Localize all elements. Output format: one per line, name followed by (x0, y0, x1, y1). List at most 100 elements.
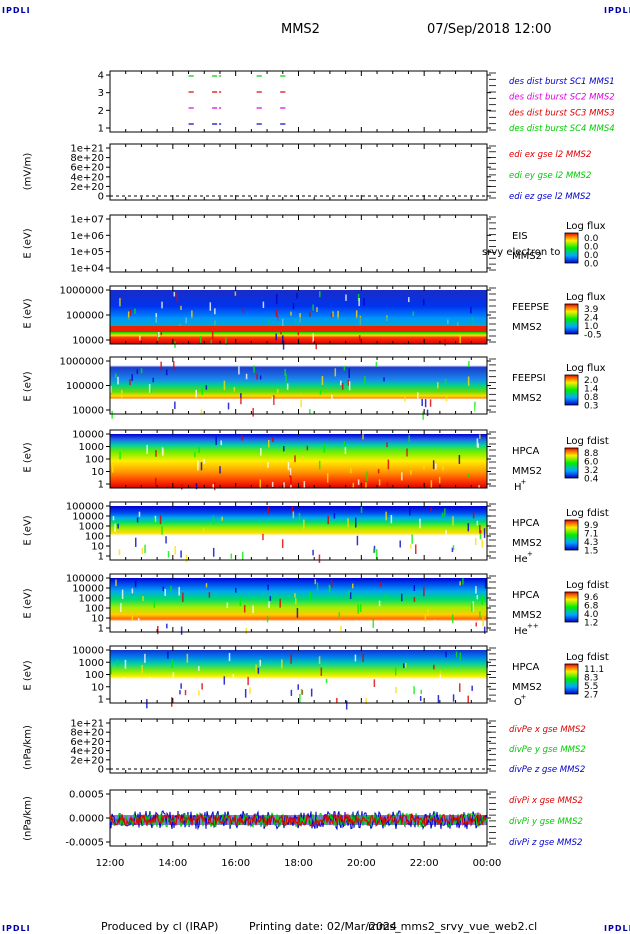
speckle-feepsi (160, 361, 162, 371)
legend-burst-1: des dist burst SC2 MMS2 (509, 93, 615, 103)
speckle-hpca_he (390, 514, 393, 524)
speckle-feepse (234, 291, 237, 296)
spacecraft-title: MMS2 (281, 22, 320, 37)
speckle-feepse (355, 310, 358, 319)
colorbar-label-feepse-0: 3.9 (584, 305, 599, 315)
speckle-hpca_he (452, 516, 454, 526)
speckle-feepsi (284, 368, 286, 376)
colorbar-label-hpca_h-3: 0.4 (584, 475, 599, 485)
speckle-feepsi (279, 405, 282, 412)
speckle-hpca_h (290, 484, 292, 495)
speckle-hpca_he (203, 545, 205, 550)
speckle-hpca_he (292, 511, 295, 519)
y-tick-label-hpca_he: 10 (91, 542, 104, 553)
speckle-hpca_hepp (384, 593, 387, 601)
spectrogram-hpca_o (110, 650, 487, 703)
speckle-hpca_o (345, 700, 348, 710)
speckle-hpca_h (435, 463, 437, 470)
instrument-sc-feepse: MMS2 (512, 322, 542, 333)
footer-produced-by: Produced by cl (IRAP) (101, 920, 219, 933)
speckle-hpca_hepp (316, 582, 319, 591)
speckle-hpca_o (257, 667, 260, 674)
speckle-hpca_he (212, 547, 215, 557)
speckle-hpca_h (423, 465, 425, 470)
speckle-hpca_he (419, 518, 421, 529)
speckle-feepsi (200, 409, 203, 415)
speckle-hpca_o (365, 698, 367, 705)
speckle-hpca_h (259, 479, 262, 488)
speckle-feepse (157, 331, 159, 341)
species-label-hpca_h: H (514, 482, 522, 493)
speckle-hpca_o (413, 686, 415, 695)
speckle-hpca_hepp (205, 583, 208, 588)
speckle-feepsi (277, 389, 279, 394)
time-tick-label-4: 20:00 (347, 858, 376, 869)
speckle-hpca_he (165, 536, 167, 544)
speckle-hpca_he (134, 537, 137, 547)
speckle-hpca_hepp (309, 591, 312, 599)
speckle-feepse (275, 333, 277, 341)
y-tick-label-divpe: 2e+20 (70, 755, 104, 766)
y-tick-label-hpca_hepp: 100 (85, 604, 104, 615)
speckle-hpca_hepp (153, 600, 156, 609)
speckle-hpca_hepp (462, 578, 464, 585)
speckle-hpca_o (325, 678, 328, 684)
footer-printing-date: Printing date: 02/Mar/2024 (249, 920, 397, 933)
speckle-feepse (275, 309, 278, 317)
speckle-hpca_o (179, 690, 181, 695)
instrument-name-hpca_he: HPCA (512, 518, 540, 529)
speckle-hpca_he (262, 533, 264, 541)
speckle-hpca_hepp (121, 589, 124, 600)
speckle-hpca_h (162, 449, 165, 458)
speckle-hpca_hepp (484, 579, 487, 589)
speckle-hpca_o (144, 653, 146, 663)
colorbar-label-feepsi-3: 0.3 (584, 402, 598, 412)
speckle-feepse (358, 335, 361, 341)
speckle-hpca_o (186, 653, 189, 663)
y-tick-label-hpca_o: 1000 (79, 658, 104, 669)
speckle-hpca_he (185, 554, 188, 563)
speckle-feepsi (256, 373, 258, 380)
speckle-feepse (292, 303, 295, 310)
colorbar-eis (564, 232, 579, 264)
corner-label-top-left: IPDLI (2, 6, 31, 15)
speckle-hpca_he (181, 539, 183, 546)
speckle-hpca_h (386, 482, 389, 487)
speckle-hpca_h (352, 482, 355, 488)
speckle-hpca_hepp (372, 618, 375, 628)
speckle-hpca_hepp (252, 605, 254, 614)
speckle-hpca_o (354, 654, 357, 662)
speckle-hpca_h (386, 442, 388, 448)
speckle-feepsi (240, 396, 242, 405)
speckle-hpca_hepp (162, 586, 165, 592)
colorbar-label-eis-1: 0.0 (584, 243, 599, 253)
speckle-hpca_h (365, 482, 367, 488)
speckle-hpca_he (118, 549, 121, 556)
instrument-sc-eis: MMS2 (512, 251, 542, 262)
speckle-hpca_hepp (120, 603, 122, 612)
y-tick-label-eis: 1e+04 (70, 264, 104, 275)
colorbar-hpca_o (564, 663, 579, 695)
speckle-feepsi (375, 361, 378, 367)
speckle-hpca_o (362, 653, 364, 662)
speckle-hpca_he (375, 549, 378, 559)
colorbar-title-feepse: Log flux (566, 292, 606, 303)
y-tick-label-hpca_h: 1000 (79, 442, 104, 453)
speckle-hpca_hepp (266, 615, 269, 623)
speckle-hpca_h (267, 439, 270, 448)
speckle-hpca_h (220, 440, 222, 446)
speckle-feepse (358, 298, 360, 307)
speckle-hpca_h (241, 434, 243, 441)
colorbar-label-eis-2: 0.0 (584, 251, 599, 261)
speckle-feepse (214, 308, 216, 315)
speckle-feepse (290, 311, 292, 316)
colorbar-label-feepsi-2: 0.8 (584, 393, 599, 403)
speckle-feepsi (286, 383, 289, 390)
speckle-hpca_hepp (267, 584, 269, 591)
speckle-feepse (312, 333, 314, 343)
speckle-hpca_o (281, 659, 283, 669)
speckle-feepsi (150, 386, 152, 393)
y-tick-label-divpi: -0.0005 (65, 838, 104, 849)
speckle-feepsi (383, 377, 385, 382)
speckle-hpca_o (445, 651, 447, 658)
